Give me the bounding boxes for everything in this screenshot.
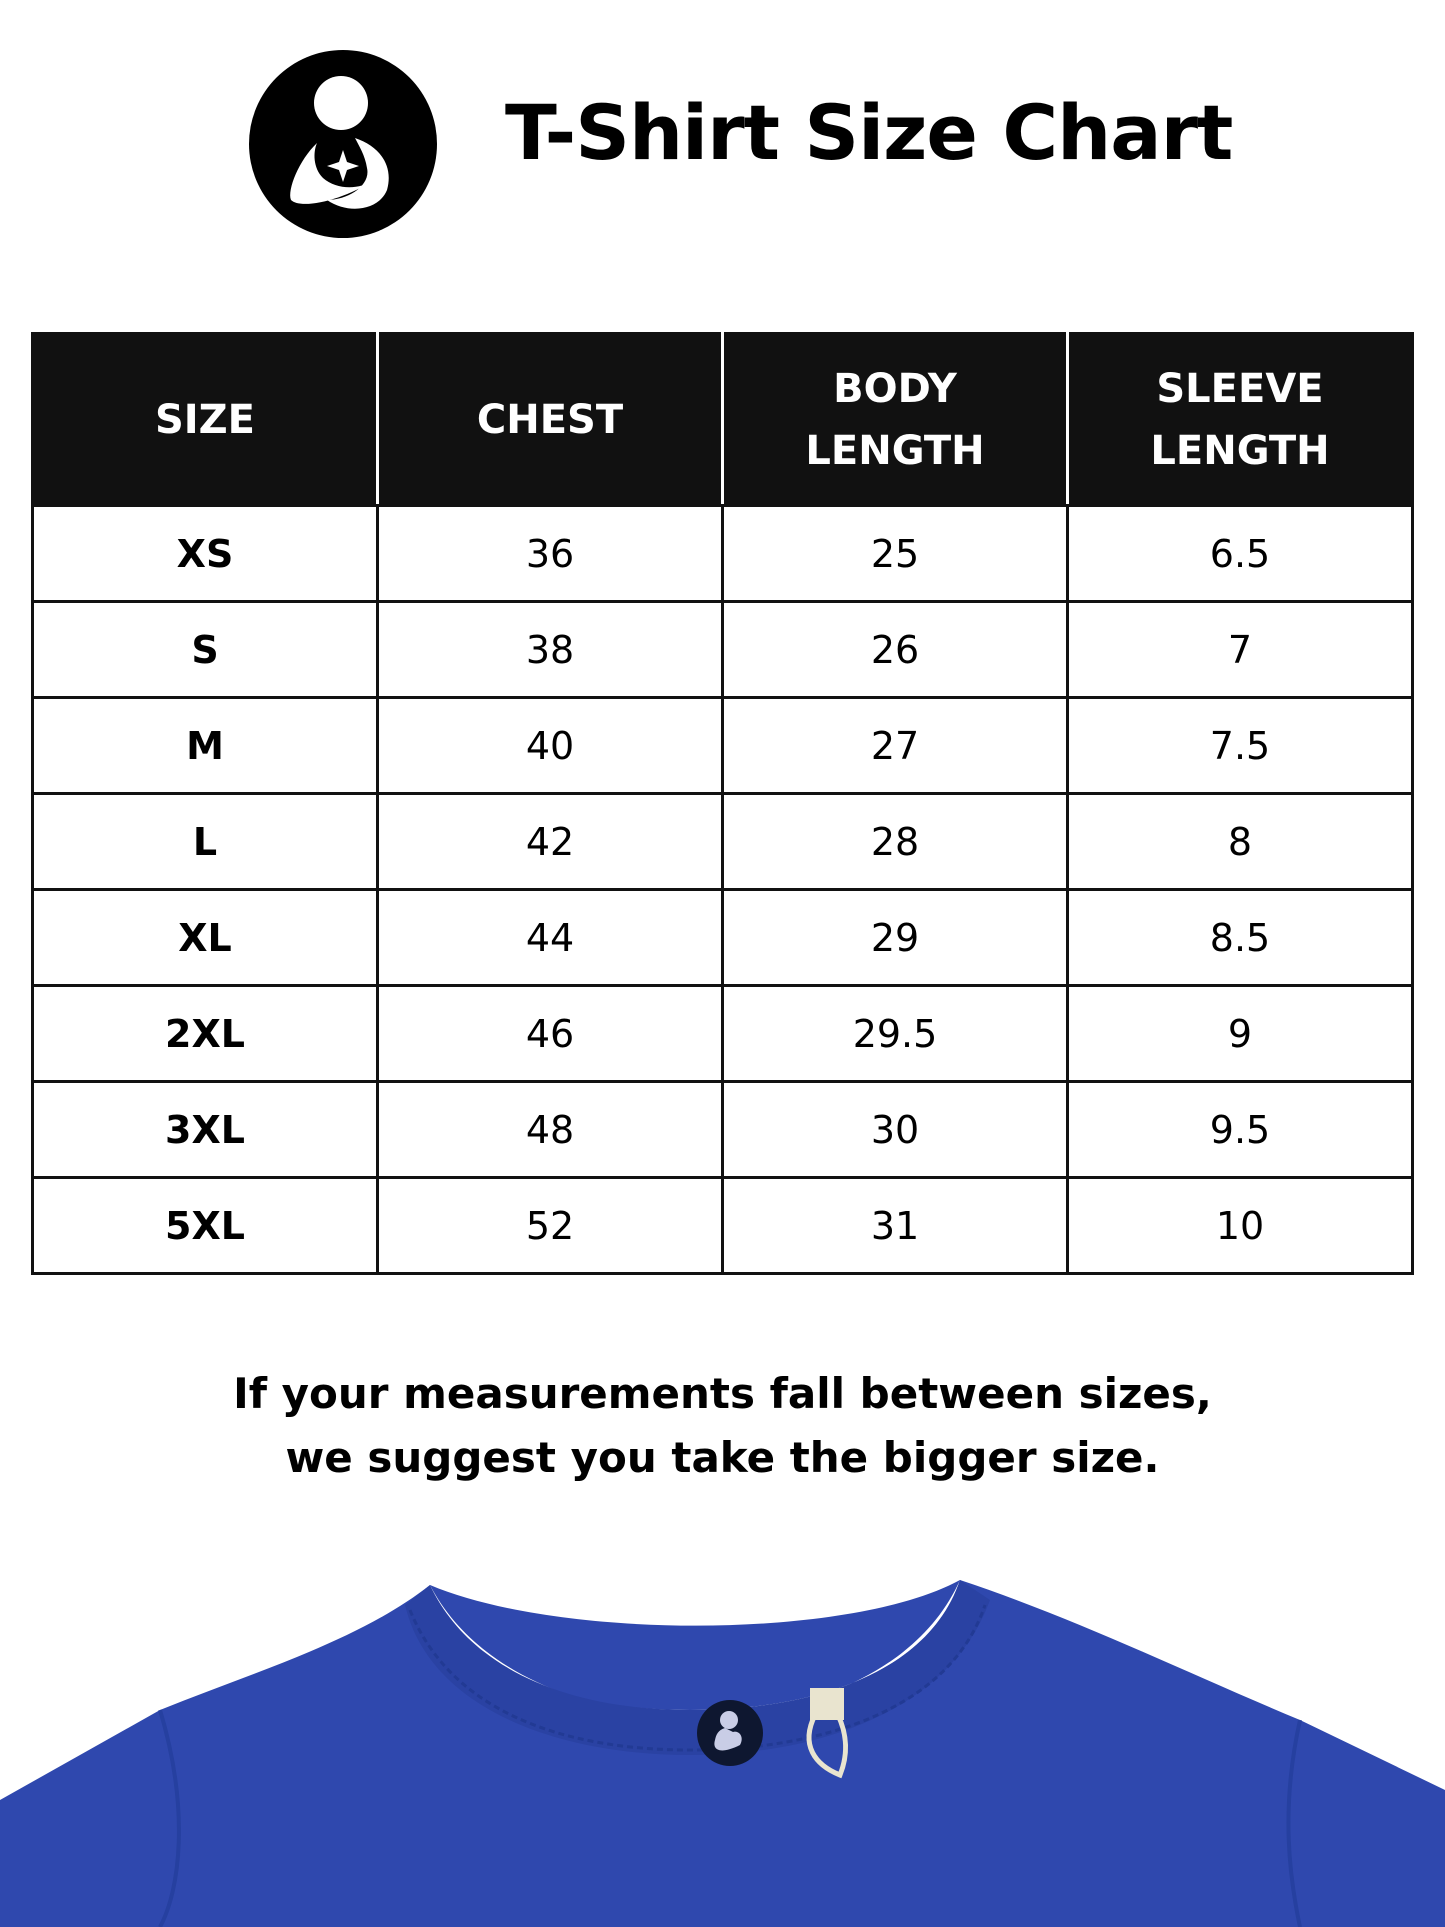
size-cell: S (31, 600, 379, 699)
measurement-cell: 44 (376, 888, 724, 987)
table-row: XS 36 25 6.5 (31, 504, 1414, 603)
measurement-cell: 25 (721, 504, 1069, 603)
size-cell: XS (31, 504, 379, 603)
measurement-cell: 8.5 (1066, 888, 1414, 987)
column-header: SLEEVE LENGTH (1066, 332, 1414, 507)
table-row: XL 44 29 8.5 (31, 888, 1414, 987)
measurement-cell: 9.5 (1066, 1080, 1414, 1179)
measurement-cell: 6.5 (1066, 504, 1414, 603)
note-line-1: If your measurements fall between sizes, (233, 1369, 1212, 1418)
measurement-cell: 8 (1066, 792, 1414, 891)
neck-label-logo-icon (697, 1700, 763, 1766)
table-row: M 40 27 7.5 (31, 696, 1414, 795)
measurement-cell: 9 (1066, 984, 1414, 1083)
measurement-cell: 30 (721, 1080, 1069, 1179)
measurement-cell: 31 (721, 1176, 1069, 1275)
column-header: SIZE (31, 332, 379, 507)
size-advice-note: If your measurements fall between sizes,… (0, 1362, 1445, 1490)
size-cell: 2XL (31, 984, 379, 1083)
column-header: CHEST (376, 332, 724, 507)
tshirt-photo (0, 1580, 1445, 1927)
measurement-cell: 36 (376, 504, 724, 603)
measurement-cell: 10 (1066, 1176, 1414, 1275)
brand-logo-icon (249, 50, 437, 238)
table-row: 2XL 46 29.5 9 (31, 984, 1414, 1083)
measurement-cell: 46 (376, 984, 724, 1083)
table-row: S 38 26 7 (31, 600, 1414, 699)
measurement-cell: 40 (376, 696, 724, 795)
measurement-cell: 42 (376, 792, 724, 891)
note-line-2: we suggest you take the bigger size. (285, 1433, 1160, 1482)
column-header-label: CHEST (476, 396, 624, 443)
measurement-cell: 7 (1066, 600, 1414, 699)
measurement-cell: 38 (376, 600, 724, 699)
column-header-label: BODY (833, 365, 957, 412)
measurement-cell: 52 (376, 1176, 724, 1275)
size-cell: M (31, 696, 379, 795)
column-header-label: SIZE (154, 396, 256, 443)
measurement-cell: 29 (721, 888, 1069, 987)
measurement-cell: 7.5 (1066, 696, 1414, 795)
page-title: T-Shirt Size Chart (505, 88, 1233, 177)
column-header-label: LENGTH (1150, 427, 1330, 474)
table-row: 5XL 52 31 10 (31, 1176, 1414, 1275)
table-row: 3XL 48 30 9.5 (31, 1080, 1414, 1179)
column-header-label: LENGTH (805, 427, 985, 474)
column-header-label: SLEEVE (1156, 365, 1324, 412)
measurement-cell: 26 (721, 600, 1069, 699)
size-cell: 3XL (31, 1080, 379, 1179)
measurement-cell: 29.5 (721, 984, 1069, 1083)
size-cell: 5XL (31, 1176, 379, 1275)
measurement-cell: 28 (721, 792, 1069, 891)
column-header: BODY LENGTH (721, 332, 1069, 507)
measurement-cell: 48 (376, 1080, 724, 1179)
table-row: L 42 28 8 (31, 792, 1414, 891)
size-chart-table: SIZE CHEST BODY LENGTH SLEEVE LENGTH XS 36 25 6.… (31, 332, 1414, 1275)
size-cell: L (31, 792, 379, 891)
size-cell: XL (31, 888, 379, 987)
measurement-cell: 27 (721, 696, 1069, 795)
